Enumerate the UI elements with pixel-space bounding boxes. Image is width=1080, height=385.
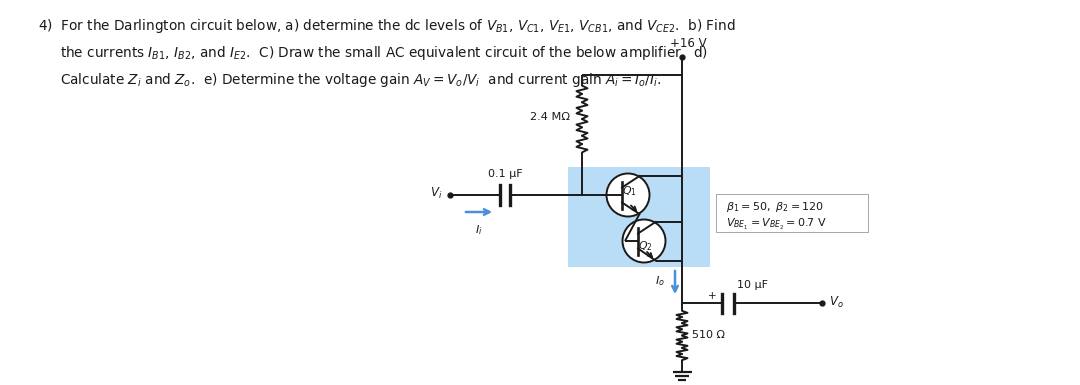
Circle shape [607, 174, 649, 216]
Text: 510 Ω: 510 Ω [692, 330, 725, 340]
Circle shape [622, 219, 665, 263]
Text: +: + [707, 291, 716, 301]
Text: 10 μF: 10 μF [737, 280, 768, 290]
Text: Calculate $Z_i$ and $Z_o$.  e) Determine the voltage gain $A_V = V_o/V_i$  and c: Calculate $Z_i$ and $Z_o$. e) Determine … [60, 71, 661, 89]
Text: 4)  For the Darlington circuit below, a) determine the dc levels of $V_{B1}$, $V: 4) For the Darlington circuit below, a) … [38, 17, 735, 35]
Text: $I_i$: $I_i$ [475, 223, 483, 237]
Text: $V_{BE_1} = V_{BE_2} = 0.7$ V: $V_{BE_1} = V_{BE_2} = 0.7$ V [726, 216, 827, 231]
Text: +16 V: +16 V [670, 37, 706, 50]
Text: $\beta_1 = 50,\ \beta_2 = 120$: $\beta_1 = 50,\ \beta_2 = 120$ [726, 200, 824, 214]
FancyBboxPatch shape [716, 194, 868, 232]
Text: $Q_1$: $Q_1$ [622, 184, 636, 198]
Text: $I_o$: $I_o$ [656, 274, 665, 288]
Text: $V_o$: $V_o$ [829, 295, 843, 310]
FancyBboxPatch shape [568, 167, 710, 267]
Text: 2.4 MΩ: 2.4 MΩ [530, 112, 570, 122]
Text: $Q_2$: $Q_2$ [638, 239, 652, 253]
Text: 0.1 μF: 0.1 μF [488, 169, 523, 179]
Text: the currents $I_{B1}$, $I_{B2}$, and $I_{E2}$.  C) Draw the small AC equivalent : the currents $I_{B1}$, $I_{B2}$, and $I_… [60, 44, 708, 62]
Text: $V_i$: $V_i$ [430, 186, 442, 201]
